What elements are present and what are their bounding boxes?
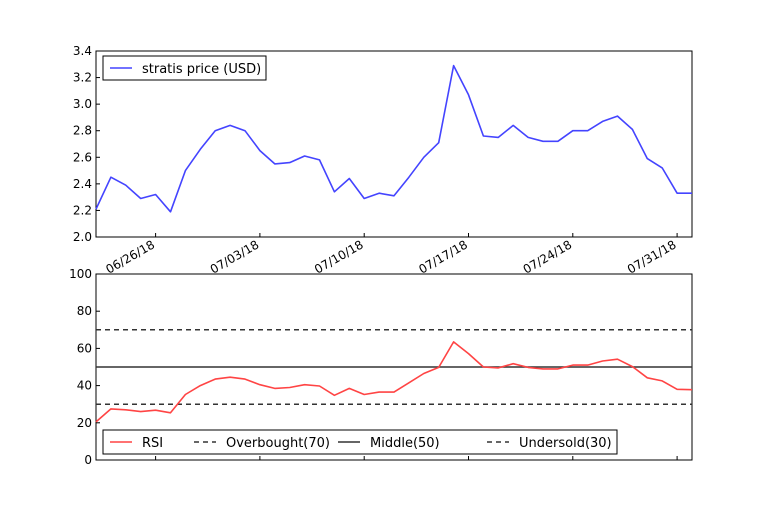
middle-legend-label: Middle(50) — [370, 436, 440, 451]
rsi-y-axis: 0 20 40 60 80 100 — [69, 267, 678, 467]
rsi-series — [95, 341, 693, 423]
rsi-y-tick-label: 0 — [84, 453, 92, 467]
price-x-axis: 06/26/18 07/03/18 07/10/18 07/17/18 07/24/18… — [103, 233, 679, 277]
price-y-tick-label: 2.6 — [73, 150, 92, 164]
price-y-tick-label: 3.4 — [73, 44, 92, 58]
price-y-tick-label: 2.0 — [73, 230, 92, 244]
price-y-axis: 2.0 2.2 2.4 2.6 2.8 3.0 3.2 3.4 — [73, 44, 100, 244]
price-legend-label: stratis price (USD) — [142, 62, 261, 77]
price-x-tick-label: 07/10/18 — [312, 237, 366, 276]
rsi-line — [95, 341, 693, 423]
price-x-tick-label: 07/31/18 — [625, 237, 679, 276]
price-y-tick-label: 3.2 — [73, 71, 92, 85]
rsi-panel: 0 20 40 60 80 100 RSI Overbought(70) Middle(5… — [69, 267, 693, 467]
price-axes-frame — [95, 50, 693, 238]
rsi-reference-lines — [96, 329, 692, 405]
overbought-legend-label: Overbought(70) — [226, 436, 330, 451]
price-series — [95, 64, 692, 213]
rsi-y-tick-label: 100 — [69, 267, 92, 281]
rsi-y-tick-label: 20 — [77, 416, 92, 430]
price-x-tick-label: 06/26/18 — [103, 237, 157, 276]
price-y-tick-label: 2.2 — [73, 203, 92, 217]
price-y-tick-label: 2.4 — [73, 177, 92, 191]
price-legend: stratis price (USD) — [102, 55, 267, 81]
rsi-y-tick-label: 60 — [77, 341, 92, 355]
price-x-tick-label: 07/17/18 — [416, 237, 470, 276]
price-x-tick-label: 07/24/18 — [521, 237, 575, 276]
price-y-tick-label: 2.8 — [73, 124, 92, 138]
price-y-tick-label: 3.0 — [73, 97, 92, 111]
price-panel: 2.0 2.2 2.4 2.6 2.8 3.0 3.2 3.4 06/26/18 07/03/1… — [73, 44, 693, 277]
undersold-legend-label: Undersold(30) — [519, 436, 612, 451]
price-x-tick-label: 07/03/18 — [208, 237, 262, 276]
rsi-y-tick-label: 40 — [77, 379, 92, 393]
rsi-legend: RSI Overbought(70) Middle(50) Undersold(… — [102, 429, 618, 455]
price-line — [95, 64, 692, 213]
rsi-legend-label: RSI — [142, 436, 163, 451]
rsi-y-tick-label: 80 — [77, 304, 92, 318]
